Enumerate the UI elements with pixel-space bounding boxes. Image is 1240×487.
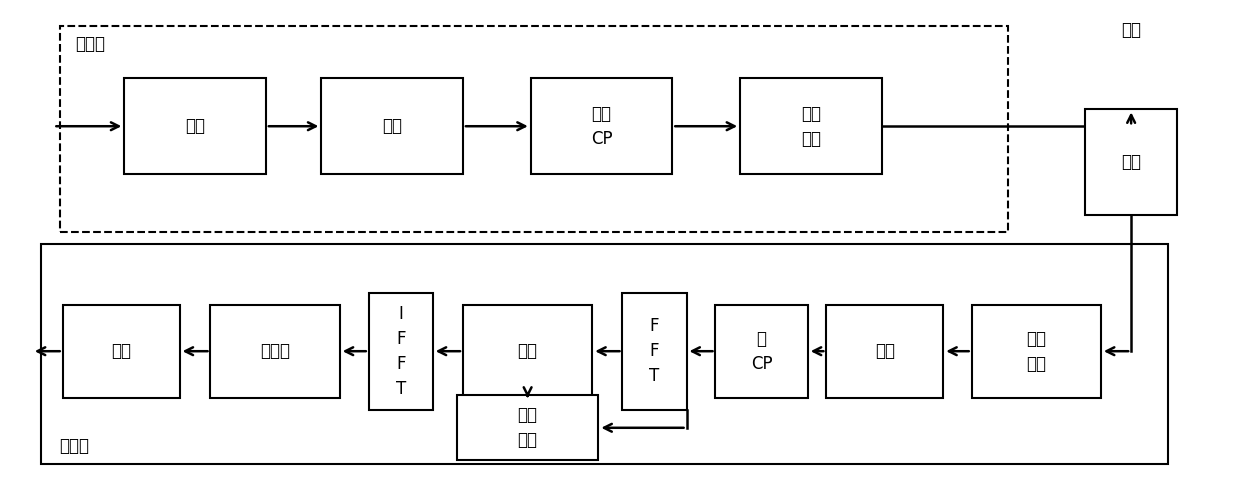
Text: 调制: 调制	[1121, 21, 1141, 39]
Bar	[740, 78, 882, 174]
Bar	[63, 304, 180, 398]
Text: 同步: 同步	[874, 342, 895, 360]
Bar	[60, 26, 1008, 231]
Text: 均衡: 均衡	[517, 342, 538, 360]
Text: 匹配
滤波: 匹配 滤波	[1027, 330, 1047, 373]
Bar	[211, 304, 340, 398]
Text: 编码: 编码	[185, 117, 205, 135]
Bar	[368, 293, 433, 410]
Bar	[826, 304, 944, 398]
Text: 发射端: 发射端	[76, 35, 105, 53]
Text: 成形
滤波: 成形 滤波	[801, 105, 821, 148]
Text: F
F
T: F F T	[650, 317, 660, 385]
Text: 信道: 信道	[1121, 153, 1141, 171]
Bar	[715, 304, 807, 398]
Text: 解映射: 解映射	[260, 342, 290, 360]
Text: 添加
CP: 添加 CP	[590, 105, 613, 148]
Bar	[321, 78, 463, 174]
Text: 接收端: 接收端	[60, 437, 89, 455]
Bar	[972, 304, 1101, 398]
Bar	[531, 78, 672, 174]
Bar	[41, 244, 1168, 464]
Text: 解码: 解码	[112, 342, 131, 360]
Text: 信道
估计: 信道 估计	[517, 406, 538, 450]
Bar	[463, 304, 593, 398]
Text: I
F
F
T: I F F T	[396, 305, 405, 398]
Text: 去
CP: 去 CP	[751, 330, 773, 373]
Bar	[456, 395, 599, 460]
Text: 映射: 映射	[382, 117, 402, 135]
Bar	[622, 293, 687, 410]
Bar	[1085, 110, 1177, 215]
Bar	[124, 78, 265, 174]
